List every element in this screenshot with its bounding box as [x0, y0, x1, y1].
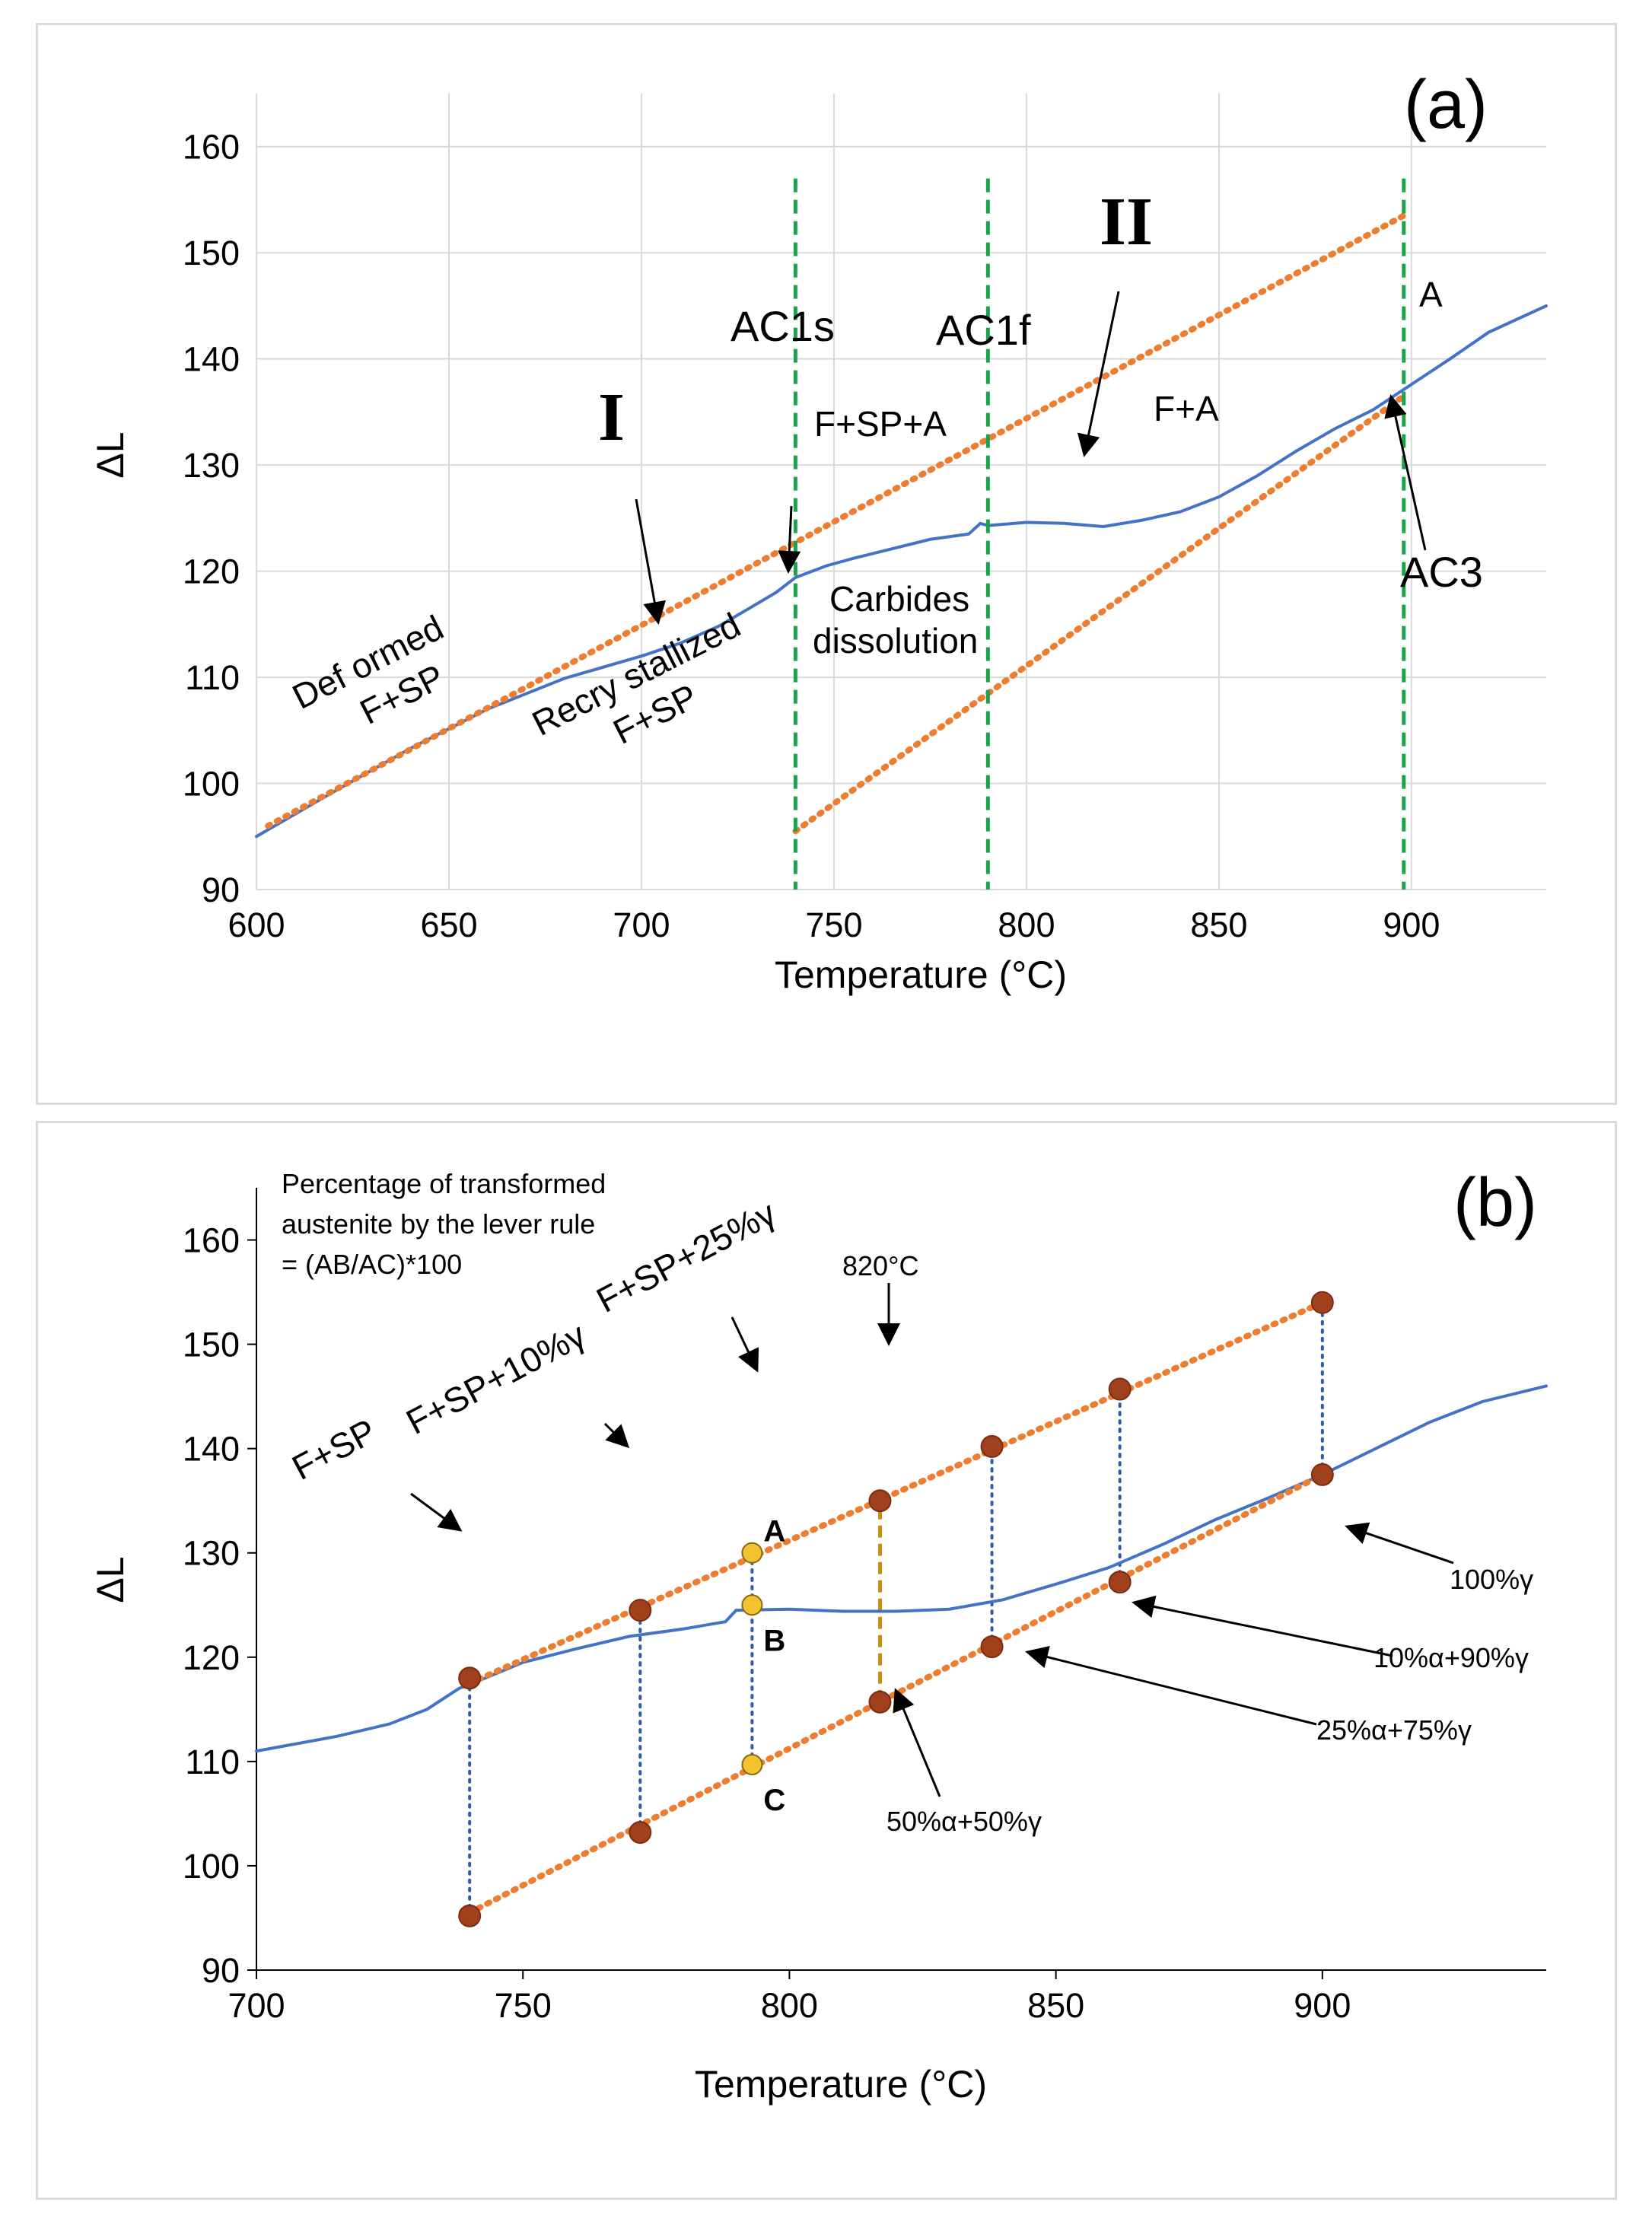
data-point — [1310, 1291, 1334, 1314]
series-measured-curve — [255, 304, 1548, 839]
x-axis-title-b: Temperature (°C) — [695, 2063, 987, 2106]
y-tick-label: 130 — [183, 446, 240, 485]
y-axis-title-a: ΔL — [89, 431, 132, 478]
roman-two-label: II — [1100, 184, 1153, 259]
a-region-label: A — [1419, 275, 1443, 314]
data-point — [1108, 1571, 1132, 1594]
arrow-icon — [1025, 1645, 1317, 1726]
x-axis-title-a: Temperature (°C) — [775, 953, 1067, 996]
series-tangent-upper-line — [265, 212, 1407, 829]
ac1f-label: AC1f — [936, 306, 1031, 354]
lever-point-label: C — [763, 1784, 785, 1817]
chart-b-svg: 700 750 800 850 900 90 100 110 120 130 140 150 160 A… — [89, 1165, 1548, 2106]
carbides-label: Carbides — [829, 579, 969, 619]
data-point — [1108, 1377, 1132, 1401]
x-tick-label: 700 — [228, 1986, 285, 2025]
fa-region-label: F+A — [1154, 389, 1219, 428]
y-tick-label: 110 — [185, 658, 240, 697]
x-tick-label: 650 — [420, 906, 477, 944]
arrow-icon — [1077, 291, 1120, 457]
dissolution-label: dissolution — [813, 621, 978, 660]
x-tick-label: 750 — [495, 1986, 552, 2025]
data-point — [458, 1666, 482, 1690]
y-tick-label: 90 — [202, 871, 240, 909]
a50g50-label: 50%α+50%γ — [886, 1806, 1042, 1837]
arrow-icon — [731, 1316, 759, 1373]
y-tick-label: 120 — [183, 552, 240, 591]
y-axis-title-b: ΔL — [89, 1556, 132, 1603]
chart-panel-b: 700 750 800 850 900 90 100 110 120 130 140 150 160 A… — [36, 1121, 1617, 2200]
data-point — [629, 1599, 652, 1622]
roman-one-label: I — [598, 380, 625, 455]
a25g75-label: 25%α+75%γ — [1316, 1714, 1472, 1746]
a10g90-label: 10%α+90%γ — [1373, 1642, 1529, 1673]
x-tick-label: 850 — [1027, 1986, 1084, 2025]
formula-line-1: Percentage of transformed — [282, 1168, 606, 1199]
series-measured-curve — [255, 1384, 1548, 1753]
x-tick-label: 850 — [1190, 906, 1247, 944]
y-tick-label: 100 — [183, 1847, 240, 1886]
lever-point-c — [741, 1753, 763, 1775]
lever-point-b — [741, 1594, 763, 1616]
arrow-icon — [603, 1422, 630, 1449]
t820-label: 820°C — [842, 1250, 918, 1281]
fsp25-label: F+SP+25%γ — [590, 1193, 781, 1320]
y-tick-label: 140 — [183, 1430, 240, 1469]
ac3-label: AC3 — [1400, 548, 1483, 596]
y-tick-label: 140 — [183, 340, 240, 379]
arrow-icon — [1345, 1522, 1454, 1565]
fsp-label: F+SP — [285, 1411, 382, 1488]
chart-a-svg: 600 650 700 750 800 850 900 90 100 110 120 130 140 15… — [89, 67, 1548, 996]
x-tick-label: 600 — [228, 906, 285, 944]
arrow-icon — [1384, 394, 1427, 551]
recrystallized-region-label: Recry stallized F+SP — [526, 605, 746, 752]
lever-point-label: A — [763, 1515, 785, 1549]
x-tick-label: 700 — [613, 906, 670, 944]
data-point — [868, 1489, 892, 1513]
series-tangent-upper-line — [466, 1299, 1326, 1687]
y-tick-label: 110 — [185, 1743, 240, 1781]
data-point — [458, 1904, 482, 1927]
y-tick-label: 90 — [202, 1951, 240, 1990]
arrow-icon — [635, 498, 667, 625]
y-tick-label: 120 — [183, 1638, 240, 1677]
panel-label-b: (b) — [1453, 1165, 1537, 1241]
data-point — [629, 1821, 652, 1845]
ac1s-label: AC1s — [731, 302, 835, 350]
series-tangent-lower-line — [792, 393, 1407, 835]
formula-line-2: austenite by the lever rule — [282, 1208, 595, 1240]
x-tick-label: 750 — [805, 906, 862, 944]
y-tick-label: 150 — [183, 1326, 240, 1364]
y-tick-label: 160 — [183, 128, 240, 167]
x-tick-label: 800 — [761, 1986, 818, 2025]
arrow-icon — [778, 505, 801, 574]
arrow-icon — [410, 1492, 463, 1532]
fsp10-label: F+SP+10%γ — [399, 1315, 591, 1442]
chart-panel-a: 600 650 700 750 800 850 900 90 100 110 120 130 140 15… — [36, 23, 1617, 1105]
arrow-icon — [893, 1688, 941, 1797]
arrow-icon — [1132, 1595, 1393, 1657]
x-tick-label: 800 — [998, 906, 1055, 944]
y-tick-label: 150 — [183, 234, 240, 272]
data-point — [980, 1434, 1004, 1458]
fspa-region-label: F+SP+A — [814, 404, 947, 444]
x-tick-label: 900 — [1383, 906, 1440, 944]
y-tick-label: 100 — [183, 765, 240, 804]
gamma100-label: 100%γ — [1450, 1564, 1533, 1595]
formula-line-3: = (AB/AC)*100 — [282, 1249, 462, 1280]
panel-label-a: (a) — [1404, 67, 1488, 143]
x-tick-label: 900 — [1294, 1986, 1351, 2025]
data-point — [980, 1635, 1004, 1659]
y-tick-label: 130 — [183, 1534, 240, 1573]
data-point — [1310, 1463, 1334, 1486]
lever-point-a — [741, 1542, 763, 1564]
data-point — [868, 1690, 892, 1714]
lever-point-label: B — [763, 1624, 785, 1657]
y-tick-label: 160 — [183, 1221, 240, 1260]
